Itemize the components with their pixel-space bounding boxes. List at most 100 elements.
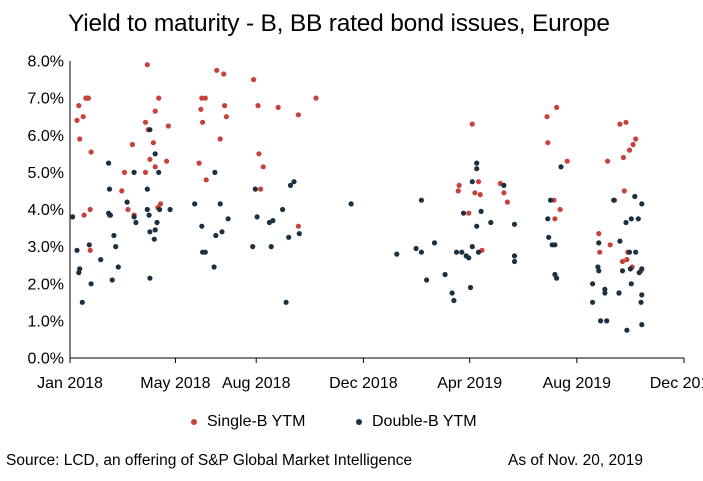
data-point (295, 223, 301, 229)
data-point (152, 164, 158, 170)
data-point (119, 188, 125, 194)
data-point (501, 190, 507, 196)
data-point (152, 108, 158, 114)
data-point (76, 103, 82, 109)
data-point (202, 249, 208, 255)
data-point (469, 179, 475, 185)
data-point (258, 186, 264, 192)
data-point (639, 266, 645, 272)
series-double-b (70, 127, 645, 333)
data-point (152, 227, 158, 233)
data-point (111, 232, 117, 239)
data-point (590, 299, 596, 305)
data-point (596, 231, 602, 237)
scatter-plot: 0.0% 1.0% 2.0% 3.0% 4.0% 5.0% 6.0% 7.0% 8.0% Jan… (28, 54, 703, 393)
data-point (199, 223, 205, 229)
x-tick-label: May 2018 (140, 375, 210, 392)
data-point (635, 216, 641, 222)
data-point (217, 201, 223, 207)
data-point (129, 141, 135, 148)
x-tick-label: Dec 2018 (329, 375, 398, 392)
data-point (115, 264, 121, 270)
data-point (268, 244, 274, 250)
data-point (98, 257, 104, 263)
data-point (223, 114, 229, 120)
data-point (504, 199, 510, 205)
data-point (626, 249, 633, 255)
data-point (467, 284, 474, 291)
data-point (547, 197, 554, 203)
y-tick-label: 7.0% (28, 91, 64, 108)
data-point (147, 156, 153, 162)
data-point (394, 251, 400, 257)
data-point (469, 121, 475, 127)
data-point (596, 240, 602, 246)
data-point (616, 290, 622, 296)
data-point (106, 186, 113, 192)
data-point (106, 160, 112, 166)
single-b-marker-icon (191, 419, 197, 425)
data-point (74, 117, 80, 123)
data-point (203, 177, 209, 183)
data-point (150, 140, 156, 146)
data-point (455, 188, 461, 194)
data-point (154, 219, 160, 226)
data-point (222, 103, 228, 109)
x-tick-label: Dec 2019 (650, 375, 703, 392)
x-axis-tick-labels: Jan 2018 May 2018 Aug 2018 Dec 2018 Apr 2019… (37, 375, 703, 392)
data-point (602, 290, 608, 296)
data-point (147, 229, 153, 235)
data-point (260, 164, 266, 170)
data-point (251, 77, 257, 83)
data-point (630, 141, 636, 148)
data-point (270, 218, 276, 224)
data-point (557, 206, 563, 213)
data-point (619, 258, 626, 265)
data-point (619, 268, 626, 274)
data-point (87, 247, 93, 253)
data-point (214, 67, 220, 73)
data-point (198, 106, 204, 112)
data-point (156, 95, 162, 101)
data-point (152, 151, 158, 157)
data-point (142, 119, 149, 125)
y-tick-label: 5.0% (28, 165, 64, 182)
data-point (146, 212, 152, 218)
data-point (157, 206, 163, 213)
chart-title: Yield to maturity - B, BB rated bond iss… (68, 10, 610, 37)
legend-item-double-b: Double-B YTM (356, 413, 477, 431)
data-point (620, 154, 627, 161)
data-point (624, 257, 630, 263)
data-point (77, 266, 83, 272)
data-point (632, 193, 638, 200)
legend: Single-B YTM Double-B YTM (0, 413, 703, 437)
data-point (156, 169, 162, 175)
data-point (511, 253, 518, 259)
data-point (418, 249, 424, 255)
data-point (474, 223, 480, 229)
data-point (74, 247, 80, 253)
data-point (287, 182, 294, 188)
data-point (252, 186, 258, 192)
double-b-marker-icon (356, 419, 362, 425)
data-point (413, 245, 419, 252)
y-tick-label: 3.0% (28, 239, 64, 256)
data-point (623, 219, 629, 226)
data-point (283, 299, 289, 305)
data-point (157, 201, 164, 207)
data-point (86, 242, 92, 248)
data-point (469, 244, 475, 250)
x-tick-label: Jan 2018 (37, 375, 103, 392)
data-point (460, 210, 467, 216)
data-point (627, 266, 634, 272)
data-point (552, 242, 558, 248)
data-point (313, 95, 319, 101)
data-point (639, 292, 645, 298)
data-point (286, 234, 292, 240)
data-point (144, 62, 150, 68)
data-point (459, 249, 465, 255)
data-point (451, 297, 457, 304)
data-point (212, 169, 218, 175)
data-point (624, 327, 630, 333)
data-point (87, 206, 93, 213)
